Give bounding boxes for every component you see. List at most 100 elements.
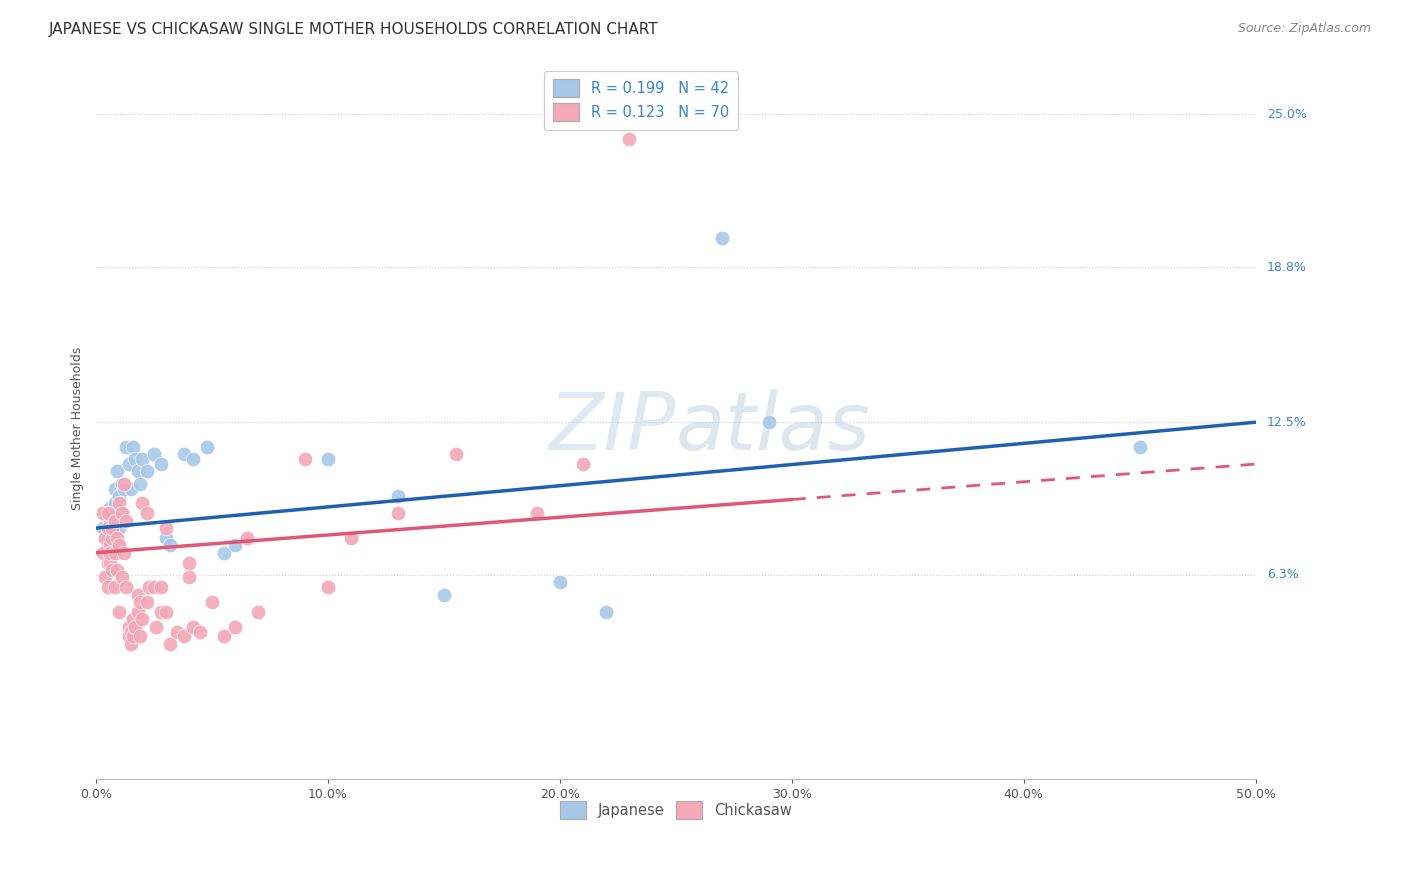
Point xyxy=(136,506,159,520)
Point xyxy=(127,588,149,602)
Point xyxy=(177,570,200,584)
Point xyxy=(224,619,246,633)
Point xyxy=(105,531,128,545)
Legend: Japanese, Chickasaw: Japanese, Chickasaw xyxy=(554,795,797,824)
Point xyxy=(316,580,339,594)
Point xyxy=(91,521,114,535)
Point xyxy=(129,476,152,491)
Point xyxy=(433,588,456,602)
Point xyxy=(316,452,339,467)
Point xyxy=(122,440,145,454)
Point xyxy=(108,538,131,552)
Point xyxy=(183,452,205,467)
Point xyxy=(173,447,195,461)
Point xyxy=(127,465,149,479)
Point xyxy=(236,531,259,545)
Point xyxy=(129,595,152,609)
Point xyxy=(117,619,139,633)
Point xyxy=(131,612,153,626)
Point xyxy=(127,605,149,619)
Y-axis label: Single Mother Households: Single Mother Households xyxy=(72,347,84,510)
Point xyxy=(104,496,127,510)
Point xyxy=(131,452,153,467)
Point xyxy=(129,629,152,643)
Point xyxy=(98,501,121,516)
Point xyxy=(122,612,145,626)
Point xyxy=(124,619,146,633)
Point xyxy=(91,546,114,560)
Point xyxy=(117,629,139,643)
Point xyxy=(149,605,172,619)
Point xyxy=(120,482,142,496)
Point xyxy=(120,637,142,651)
Text: 25.0%: 25.0% xyxy=(1267,108,1306,121)
Point xyxy=(131,496,153,510)
Point xyxy=(572,457,595,471)
Point xyxy=(97,538,120,552)
Point xyxy=(104,482,127,496)
Point xyxy=(155,605,177,619)
Text: atlas: atlas xyxy=(676,389,870,467)
Point xyxy=(104,514,127,528)
Point xyxy=(105,465,128,479)
Point xyxy=(94,531,117,545)
Point xyxy=(247,605,270,619)
Point xyxy=(143,580,166,594)
Point xyxy=(97,521,120,535)
Point xyxy=(595,605,617,619)
Point xyxy=(145,619,167,633)
Point xyxy=(195,440,218,454)
Text: 12.5%: 12.5% xyxy=(1267,416,1306,429)
Point xyxy=(1129,440,1152,454)
Point xyxy=(98,538,121,552)
Point xyxy=(101,563,124,577)
Point xyxy=(115,440,138,454)
Point xyxy=(110,476,132,491)
Point xyxy=(120,624,142,639)
Point xyxy=(758,415,780,429)
Point xyxy=(94,506,117,520)
Point xyxy=(166,624,188,639)
Point xyxy=(149,457,172,471)
Point xyxy=(294,452,316,467)
Point xyxy=(387,506,409,520)
Point xyxy=(155,531,177,545)
Point xyxy=(159,637,181,651)
Point xyxy=(122,629,145,643)
Point xyxy=(101,521,124,535)
Point xyxy=(212,546,235,560)
Point xyxy=(548,575,571,590)
Point xyxy=(108,605,131,619)
Point xyxy=(138,580,160,594)
Point xyxy=(98,556,121,570)
Point xyxy=(97,556,120,570)
Point xyxy=(173,629,195,643)
Point xyxy=(108,521,131,535)
Point xyxy=(115,580,138,594)
Point xyxy=(104,580,127,594)
Point xyxy=(143,447,166,461)
Point xyxy=(98,546,121,560)
Point xyxy=(97,506,120,520)
Point xyxy=(112,546,135,560)
Point xyxy=(619,132,641,146)
Point xyxy=(526,506,548,520)
Point xyxy=(94,570,117,584)
Text: JAPANESE VS CHICKASAW SINGLE MOTHER HOUSEHOLDS CORRELATION CHART: JAPANESE VS CHICKASAW SINGLE MOTHER HOUS… xyxy=(49,22,659,37)
Point xyxy=(155,521,177,535)
Point xyxy=(108,496,131,510)
Point xyxy=(136,595,159,609)
Point xyxy=(97,580,120,594)
Point xyxy=(108,489,131,503)
Point xyxy=(101,531,124,545)
Point xyxy=(110,506,132,520)
Point xyxy=(104,546,127,560)
Text: Source: ZipAtlas.com: Source: ZipAtlas.com xyxy=(1237,22,1371,36)
Point xyxy=(97,521,120,535)
Point xyxy=(212,629,235,643)
Point xyxy=(115,514,138,528)
Point xyxy=(340,531,363,545)
Point xyxy=(112,476,135,491)
Point xyxy=(117,457,139,471)
Point xyxy=(183,619,205,633)
